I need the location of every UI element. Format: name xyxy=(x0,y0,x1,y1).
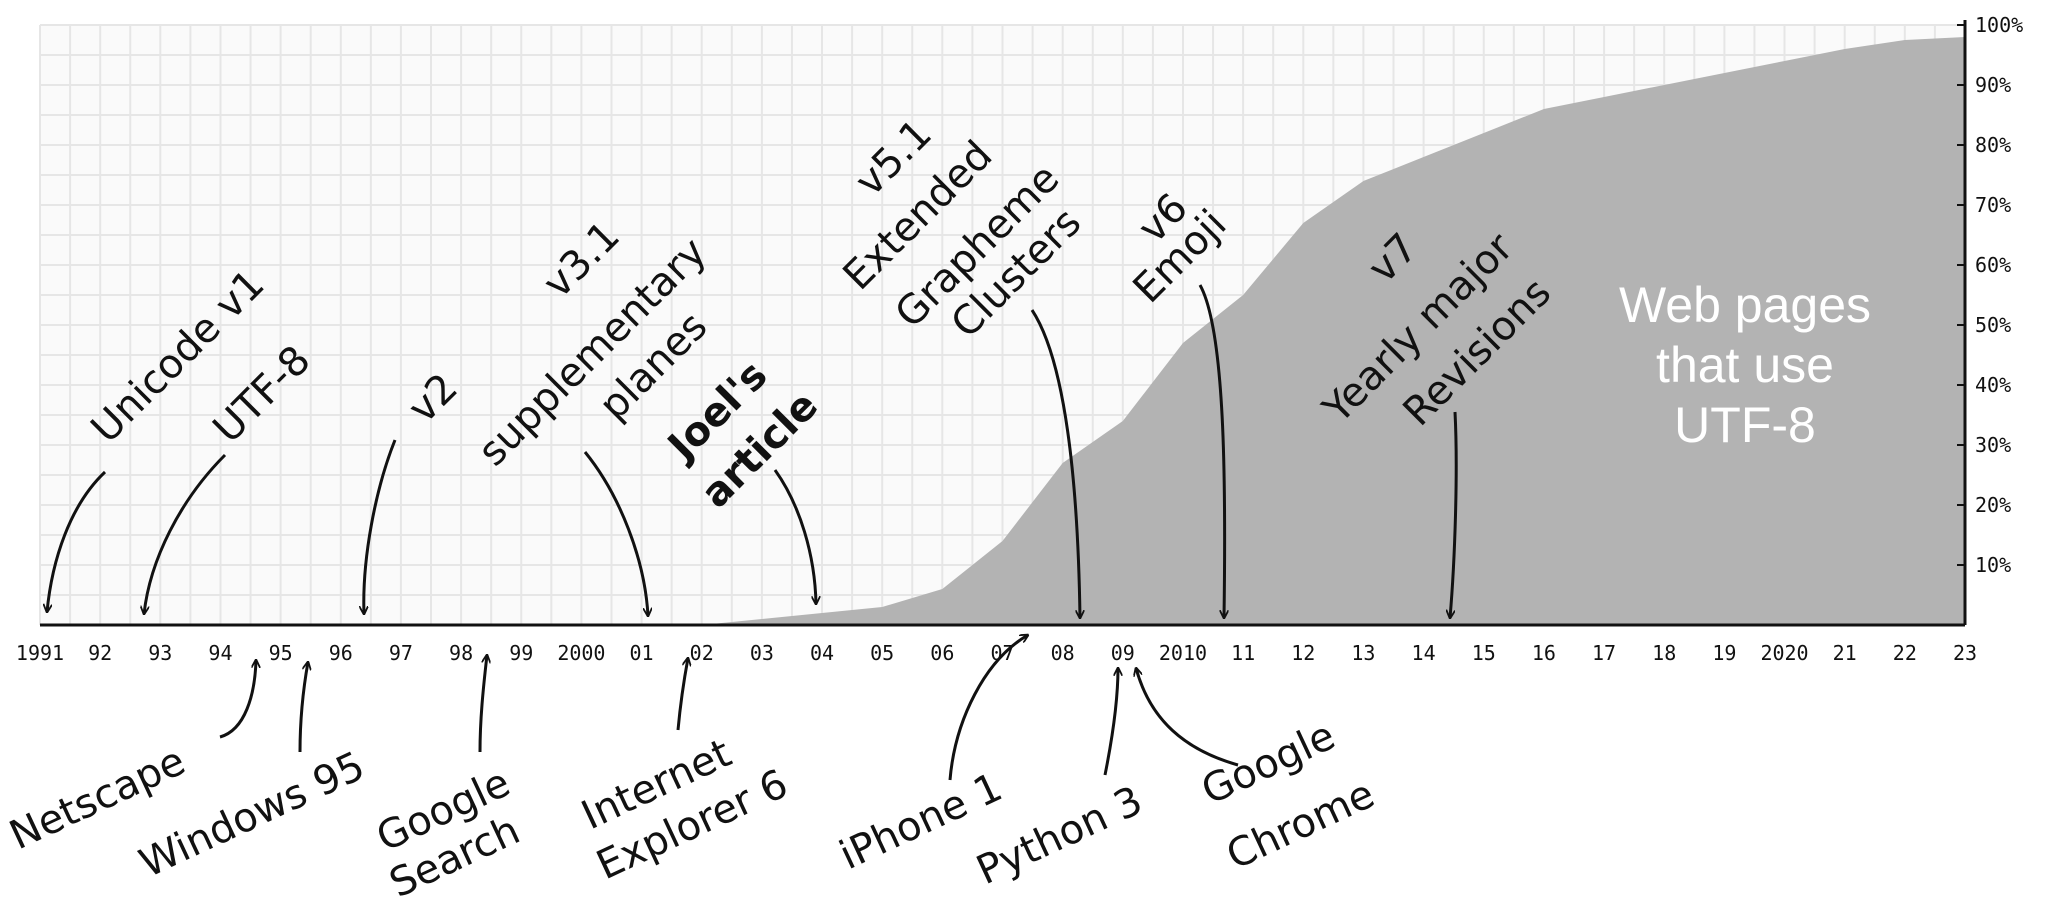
x-tick-label: 01 xyxy=(630,641,654,665)
annotation-joels-article-arrow xyxy=(773,469,816,604)
series-label-line-2: that use xyxy=(1656,337,1834,393)
y-tick-label: 100% xyxy=(1975,13,2023,37)
x-tick-label: 08 xyxy=(1051,641,1075,665)
x-tick-label: 09 xyxy=(1111,641,1135,665)
annotation-internet-explorer-6-arrow xyxy=(676,658,688,731)
x-tick-label: 1991 xyxy=(16,641,64,665)
series-area-0 xyxy=(701,37,1965,625)
series-area-group xyxy=(701,37,1965,625)
y-tick-label: 60% xyxy=(1975,253,2011,277)
x-tick-label: 14 xyxy=(1412,641,1436,665)
x-tick-label: 15 xyxy=(1472,641,1496,665)
x-tick-label: 94 xyxy=(208,641,232,665)
y-tick-label: 10% xyxy=(1975,553,2011,577)
x-tick-label: 2020 xyxy=(1760,641,1808,665)
annotation-v2-arrow xyxy=(364,439,397,614)
x-tick-label: 2000 xyxy=(557,641,605,665)
x-tick-label: 12 xyxy=(1291,641,1315,665)
annotation-unicode-v1-arrow xyxy=(47,470,107,612)
x-tick-label: 04 xyxy=(810,641,834,665)
annotation-utf-8-arrow xyxy=(144,453,227,614)
x-tick-label: 93 xyxy=(148,641,172,665)
x-tick-label: 18 xyxy=(1652,641,1676,665)
series-label-line-1: Web pages xyxy=(1619,277,1871,333)
annotation-v7-arrow xyxy=(1450,411,1458,618)
x-tick-label: 95 xyxy=(269,641,293,665)
annotation-google-search-arrow xyxy=(478,655,487,753)
annotation-v5-1-arrow xyxy=(1030,309,1080,618)
x-tick-label: 03 xyxy=(750,641,774,665)
x-tick-label: 19 xyxy=(1712,641,1736,665)
x-tick-label: 98 xyxy=(449,641,473,665)
annotation-v6-arrow xyxy=(1198,284,1225,618)
x-tick-label: 06 xyxy=(930,641,954,665)
x-tick-label: 05 xyxy=(870,641,894,665)
y-tick-label: 50% xyxy=(1975,313,2011,337)
annotation-iphone-1-arrow xyxy=(948,635,1028,781)
y-tick-label: 40% xyxy=(1975,373,2011,397)
x-tick-label: 2010 xyxy=(1159,641,1207,665)
x-tick-label: 16 xyxy=(1532,641,1556,665)
y-tick-label: 30% xyxy=(1975,433,2011,457)
x-tick-label: 23 xyxy=(1953,641,1977,665)
y-tick-label: 70% xyxy=(1975,193,2011,217)
y-tick-label: 20% xyxy=(1975,493,2011,517)
x-tick-label: 02 xyxy=(690,641,714,665)
x-tick-label: 92 xyxy=(88,641,112,665)
y-tick-label: 90% xyxy=(1975,73,2011,97)
series-label-line-3: UTF-8 xyxy=(1674,397,1816,453)
x-tick-label: 21 xyxy=(1833,641,1857,665)
annotation-google-chrome-arrow xyxy=(1136,668,1239,767)
annotation-google-search: Google Search xyxy=(370,655,527,904)
x-tick-label: 97 xyxy=(389,641,413,665)
x-tick-label: 99 xyxy=(509,641,533,665)
annotation-netscape-arrow xyxy=(219,660,256,739)
y-axis-tick-labels: 10% 20% 30% 40% 50% 60% 70% 80% 90% 100% xyxy=(1957,13,2023,577)
axes xyxy=(40,20,1967,627)
x-tick-label: 22 xyxy=(1893,641,1917,665)
y-tick-label: 80% xyxy=(1975,133,2011,157)
annotation-python-3-arrow xyxy=(1103,668,1118,776)
x-tick-label: 13 xyxy=(1351,641,1375,665)
x-axis-tick-labels: 1991 92 93 94 95 96 97 98 99 2000 01 02 03 04 05 06 07 08… xyxy=(16,641,1977,665)
x-tick-label: 11 xyxy=(1231,641,1255,665)
annotation-google-chrome: Google Chrome xyxy=(1136,668,1381,879)
x-tick-label: 96 xyxy=(329,641,353,665)
annotation-windows-95-arrow xyxy=(298,662,308,753)
annotation-v3-1-arrow xyxy=(583,451,648,616)
annotation-internet-explorer-6: Internet Explorer 6 xyxy=(575,658,795,889)
x-tick-label: 17 xyxy=(1592,641,1616,665)
